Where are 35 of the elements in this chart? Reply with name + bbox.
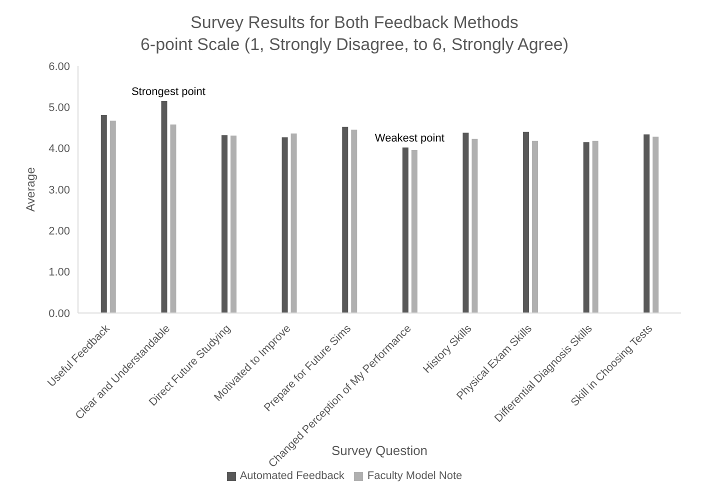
bar bbox=[644, 134, 650, 313]
bar bbox=[230, 136, 237, 313]
chart-subtitle: 6-point Scale (1, Strongly Disagree, to 6, Strongly Agree) bbox=[139, 34, 570, 56]
bar bbox=[342, 126, 348, 313]
legend-label: Automated Feedback bbox=[240, 470, 344, 482]
legend-label: Faculty Model Note bbox=[367, 470, 462, 482]
bar bbox=[100, 114, 107, 313]
bar bbox=[161, 100, 168, 313]
bar bbox=[170, 124, 176, 313]
y-tick-label: 2.00 bbox=[48, 226, 70, 238]
bar bbox=[402, 148, 408, 313]
y-tick-label: 5.00 bbox=[48, 102, 70, 114]
bar bbox=[411, 150, 418, 313]
bar bbox=[523, 132, 530, 313]
bar bbox=[532, 140, 538, 313]
bar bbox=[110, 120, 116, 313]
bar bbox=[592, 140, 598, 313]
bar bbox=[351, 130, 358, 313]
annotation: Strongest point bbox=[131, 86, 206, 98]
bar bbox=[652, 136, 659, 313]
y-tick-label: 1.00 bbox=[48, 266, 70, 279]
y-axis-title: Average bbox=[23, 166, 38, 212]
bar bbox=[222, 135, 228, 313]
bar bbox=[290, 134, 297, 313]
x-axis-title: Survey Question bbox=[331, 443, 428, 458]
y-tick-label: 3.00 bbox=[48, 184, 70, 196]
bar bbox=[472, 138, 478, 313]
y-tick-label: 4.00 bbox=[48, 143, 70, 156]
bar bbox=[462, 132, 469, 313]
bar bbox=[583, 142, 590, 313]
chart-title: Survey Results for Both Feedback Methods bbox=[190, 12, 520, 34]
y-tick-label: 0.00 bbox=[48, 308, 70, 320]
y-tick-label: 6.00 bbox=[48, 60, 70, 73]
annotation: Weakest point bbox=[374, 132, 444, 145]
bar bbox=[282, 137, 288, 313]
